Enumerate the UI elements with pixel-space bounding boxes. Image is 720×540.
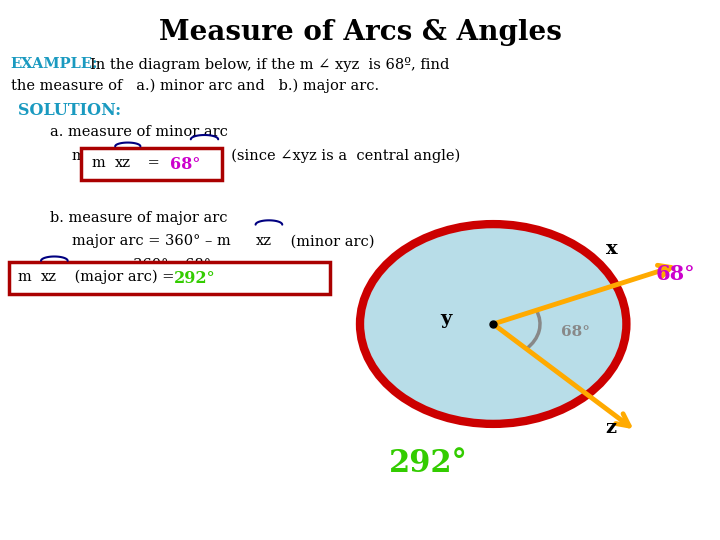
Text: m: m xyxy=(18,270,32,284)
Text: m: m xyxy=(91,156,105,170)
Text: 292°: 292° xyxy=(389,448,468,479)
Text: xz: xz xyxy=(41,270,57,284)
Text: (since ∠xyz is a  central angle): (since ∠xyz is a central angle) xyxy=(222,149,460,164)
Text: 360° – 68°: 360° – 68° xyxy=(133,258,211,272)
Text: m ∠xyz = m: m ∠xyz = m xyxy=(72,149,162,163)
Text: EXAMPLE:: EXAMPLE: xyxy=(11,57,99,71)
Text: x: x xyxy=(606,240,618,258)
Text: xz: xz xyxy=(191,149,207,163)
Text: xz: xz xyxy=(115,156,131,170)
FancyBboxPatch shape xyxy=(81,148,222,180)
Text: xz: xz xyxy=(256,234,271,248)
Text: (major arc) =: (major arc) = xyxy=(70,270,179,285)
Text: b. measure of major arc: b. measure of major arc xyxy=(50,211,228,225)
Text: (minor arc): (minor arc) xyxy=(286,234,374,248)
Text: the measure of   a.) minor arc and   b.) major arc.: the measure of a.) minor arc and b.) maj… xyxy=(11,78,379,93)
FancyBboxPatch shape xyxy=(9,262,330,294)
Text: In the diagram below, if the m ∠ xyz  is 68º, find: In the diagram below, if the m ∠ xyz is … xyxy=(90,57,449,72)
Text: 68°: 68° xyxy=(561,325,590,339)
Circle shape xyxy=(360,224,626,424)
Text: y: y xyxy=(441,309,452,328)
Text: 68°: 68° xyxy=(170,156,200,172)
Text: =: = xyxy=(119,258,131,272)
Text: 68°: 68° xyxy=(655,264,695,284)
Text: SOLUTION:: SOLUTION: xyxy=(18,102,121,118)
Text: 292°: 292° xyxy=(174,270,216,287)
Text: Measure of Arcs & Angles: Measure of Arcs & Angles xyxy=(158,19,562,46)
Text: z: z xyxy=(606,419,616,437)
Text: major arc = 360° – m: major arc = 360° – m xyxy=(72,234,230,248)
Text: a. measure of minor arc: a. measure of minor arc xyxy=(50,125,228,139)
Text: =: = xyxy=(143,156,164,170)
